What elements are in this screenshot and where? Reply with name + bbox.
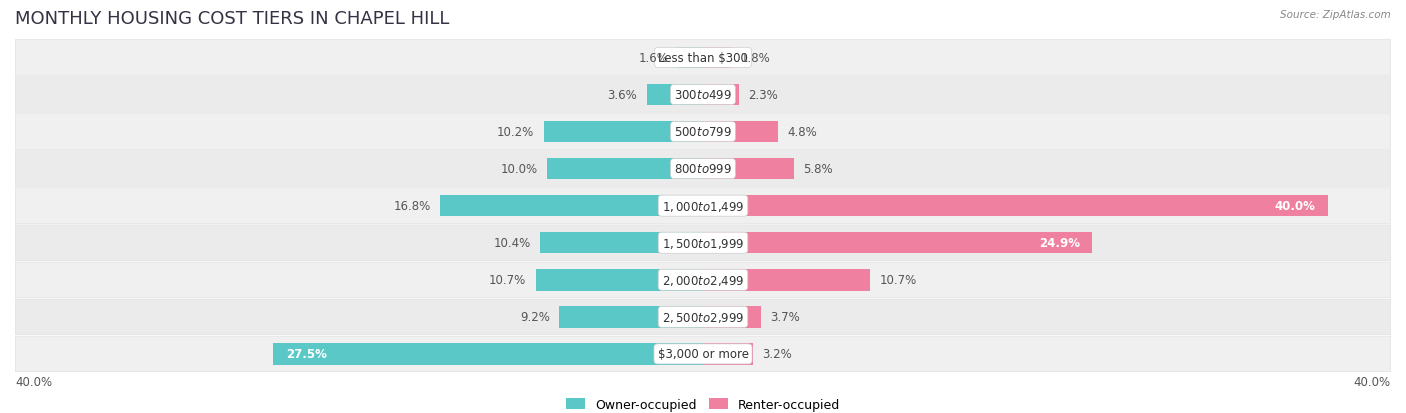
Text: 40.0%: 40.0% (1354, 375, 1391, 388)
Text: $2,000 to $2,499: $2,000 to $2,499 (662, 273, 744, 287)
Bar (703, 159, 793, 180)
Bar (703, 121, 778, 143)
FancyBboxPatch shape (15, 114, 1391, 150)
Text: 1.6%: 1.6% (638, 52, 669, 65)
FancyBboxPatch shape (15, 336, 1391, 372)
Text: 2.3%: 2.3% (748, 89, 778, 102)
FancyBboxPatch shape (15, 262, 1391, 298)
Text: Source: ZipAtlas.com: Source: ZipAtlas.com (1279, 10, 1391, 20)
FancyBboxPatch shape (15, 225, 1391, 261)
Bar (678, 47, 703, 69)
Text: 3.6%: 3.6% (607, 89, 637, 102)
Text: 10.7%: 10.7% (489, 273, 526, 287)
Bar (703, 47, 731, 69)
Text: 10.4%: 10.4% (494, 237, 531, 249)
Text: Less than $300: Less than $300 (658, 52, 748, 65)
FancyBboxPatch shape (15, 152, 1391, 187)
Text: 10.2%: 10.2% (496, 126, 534, 139)
Text: $500 to $799: $500 to $799 (673, 126, 733, 139)
Bar (540, 233, 703, 254)
Bar (536, 269, 703, 291)
Text: 3.2%: 3.2% (762, 348, 792, 361)
Text: $800 to $999: $800 to $999 (673, 163, 733, 176)
FancyBboxPatch shape (15, 299, 1391, 335)
Text: 16.8%: 16.8% (394, 199, 432, 213)
Text: 27.5%: 27.5% (285, 348, 326, 361)
Bar (703, 269, 870, 291)
Bar (547, 159, 703, 180)
Text: $300 to $499: $300 to $499 (673, 89, 733, 102)
Text: 40.0%: 40.0% (1275, 199, 1316, 213)
Text: 9.2%: 9.2% (520, 311, 550, 323)
Bar (703, 306, 761, 328)
Bar (273, 343, 703, 365)
Text: MONTHLY HOUSING COST TIERS IN CHAPEL HILL: MONTHLY HOUSING COST TIERS IN CHAPEL HIL… (15, 10, 450, 28)
Text: 1.8%: 1.8% (741, 52, 770, 65)
Text: $1,000 to $1,499: $1,000 to $1,499 (662, 199, 744, 213)
Bar (544, 121, 703, 143)
Legend: Owner-occupied, Renter-occupied: Owner-occupied, Renter-occupied (561, 393, 845, 413)
Text: $2,500 to $2,999: $2,500 to $2,999 (662, 310, 744, 324)
Text: 10.0%: 10.0% (501, 163, 537, 176)
Text: 4.8%: 4.8% (787, 126, 817, 139)
Text: 5.8%: 5.8% (803, 163, 832, 176)
Text: 24.9%: 24.9% (1039, 237, 1080, 249)
Bar (440, 195, 703, 217)
Text: 10.7%: 10.7% (880, 273, 917, 287)
FancyBboxPatch shape (15, 188, 1391, 224)
Text: $1,500 to $1,999: $1,500 to $1,999 (662, 236, 744, 250)
FancyBboxPatch shape (15, 40, 1391, 76)
FancyBboxPatch shape (15, 78, 1391, 113)
Text: $3,000 or more: $3,000 or more (658, 348, 748, 361)
Text: 3.7%: 3.7% (770, 311, 800, 323)
Bar (703, 343, 754, 365)
Bar (647, 85, 703, 106)
Bar (703, 233, 1092, 254)
Bar (703, 195, 1329, 217)
Bar (703, 85, 740, 106)
Text: 40.0%: 40.0% (15, 375, 52, 388)
Bar (560, 306, 703, 328)
